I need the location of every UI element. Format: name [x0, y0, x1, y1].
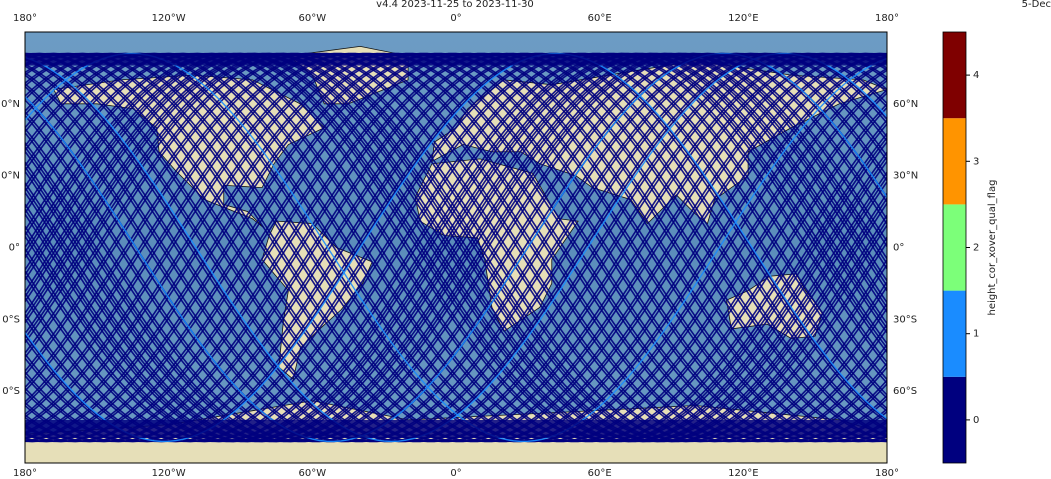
lat-label-right: 30°S [893, 314, 917, 325]
lon-label-top: 60°E [588, 13, 612, 24]
lon-label-bottom: 0° [450, 468, 461, 479]
lon-label-top: 60°W [299, 13, 327, 24]
lat-label-left: 0° [9, 243, 20, 254]
colorbar-tick-label: 1 [973, 329, 979, 340]
colorbar-tick-label: 0 [973, 415, 979, 426]
lon-label-bottom: 180° [875, 468, 899, 479]
colorbar-segment [943, 204, 966, 290]
lat-label-right: 60°S [893, 386, 917, 397]
lon-label-top: 120°W [152, 13, 186, 24]
lon-label-top: 180° [13, 13, 37, 24]
lat-label-right: 60°N [893, 99, 918, 110]
colorbar-tick-label: 2 [973, 243, 979, 254]
lon-label-top: 120°E [728, 13, 758, 24]
colorbar-segment [943, 32, 966, 118]
colorbar-tick-label: 4 [973, 70, 979, 81]
polar-band [25, 54, 887, 66]
lon-label-bottom: 120°E [728, 468, 758, 479]
corner-text: 5-Dec [1022, 0, 1051, 10]
lat-label-left: 0°S [2, 386, 20, 397]
lon-label-bottom: 120°W [152, 468, 186, 479]
lat-label-left: 0°N [1, 99, 20, 110]
lat-label-right: 0° [893, 243, 904, 254]
lon-label-top: 0° [450, 13, 461, 24]
lon-label-bottom: 60°E [588, 468, 612, 479]
colorbar-tick-label: 3 [973, 156, 979, 167]
map [25, 32, 887, 463]
polar-band [25, 420, 887, 438]
title: v4.4 2023-11-25 to 2023-11-30 [376, 0, 534, 10]
lon-label-bottom: 60°W [299, 468, 327, 479]
figure: v4.4 2023-11-25 to 2023-11-30 5-Dec 0 1 2 3… [0, 0, 1051, 479]
lon-label-top: 180° [875, 13, 899, 24]
colorbar: 0 1 2 3 4 height_cor_xover_qual_flag [943, 32, 998, 463]
lat-label-right: 30°N [893, 171, 918, 182]
colorbar-segment [943, 118, 966, 204]
lat-label-left: 0°N [1, 171, 20, 182]
lon-label-bottom: 180° [13, 468, 37, 479]
colorbar-segment [943, 291, 966, 377]
colorbar-segment [943, 377, 966, 463]
colorbar-label: height_cor_xover_qual_flag [987, 180, 998, 316]
lat-label-left: 0°S [2, 314, 20, 325]
